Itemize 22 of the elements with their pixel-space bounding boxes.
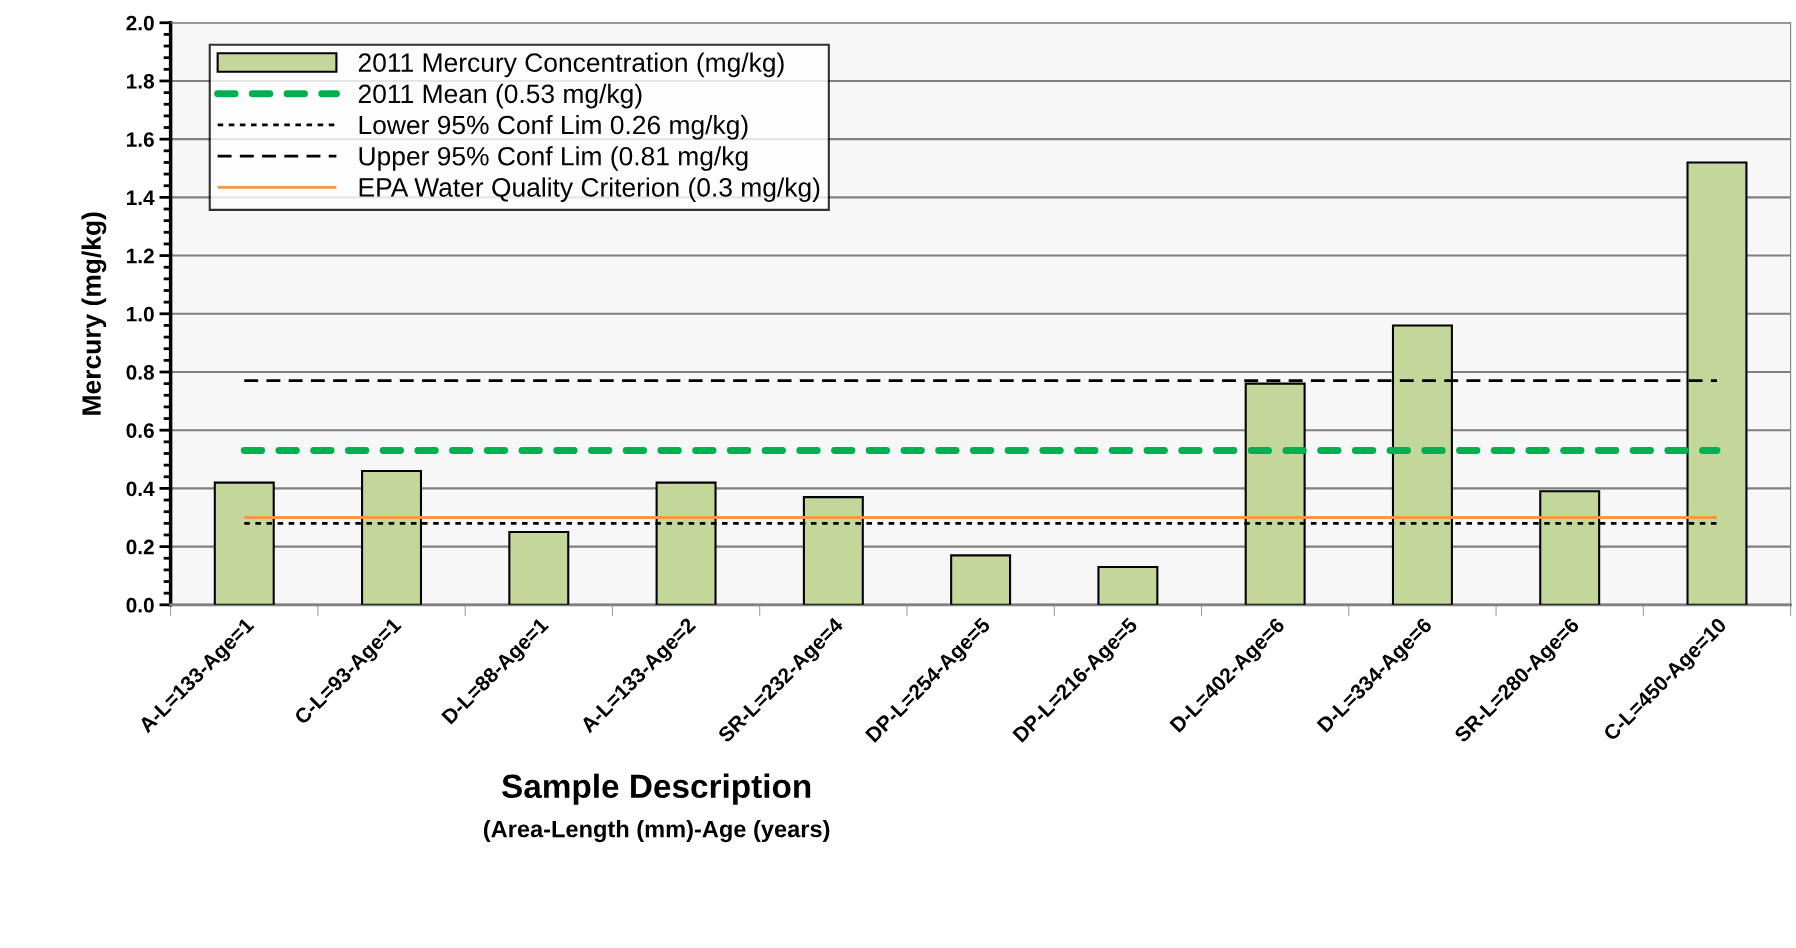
bar <box>950 554 1012 605</box>
bar <box>508 531 570 605</box>
legend-label: Lower 95% Conf Lim 0.26 mg/kg) <box>359 114 748 140</box>
x-axis-title: Sample Description <box>501 773 811 805</box>
legend-label: 2011 Mean (0.53 mg/kg) <box>358 83 642 109</box>
legend-label: EPA Water Quality Criterion (0.3 mg/kg) <box>359 177 820 202</box>
y-axis-title: Mercury (mg/kg) <box>81 212 107 415</box>
bar <box>1097 565 1159 605</box>
y-tick-label: 1.0 <box>127 306 154 322</box>
y-tick-label: 0.2 <box>126 539 154 555</box>
y-tick-label: 1.6 <box>127 132 154 147</box>
y-tick-label: 0.0 <box>126 597 154 613</box>
y-tick-label: 1.2 <box>127 248 154 264</box>
y-tick-label: 1.4 <box>127 190 155 205</box>
y-tick-label: 2.0 <box>126 15 154 31</box>
y-tick-label: 0.4 <box>126 481 155 497</box>
legend-label: Upper 95% Conf Lim (0.81 mg/kg <box>359 146 748 171</box>
y-tick-label: 0.6 <box>126 423 154 438</box>
y-tick-label: 1.8 <box>127 73 155 89</box>
legend-label: 2011 Mercury Concentration (mg/kg) <box>358 52 784 78</box>
text: (Area-Length (mm)-Age (years) <box>483 820 830 843</box>
y-tick-label: 0.8 <box>126 365 155 380</box>
